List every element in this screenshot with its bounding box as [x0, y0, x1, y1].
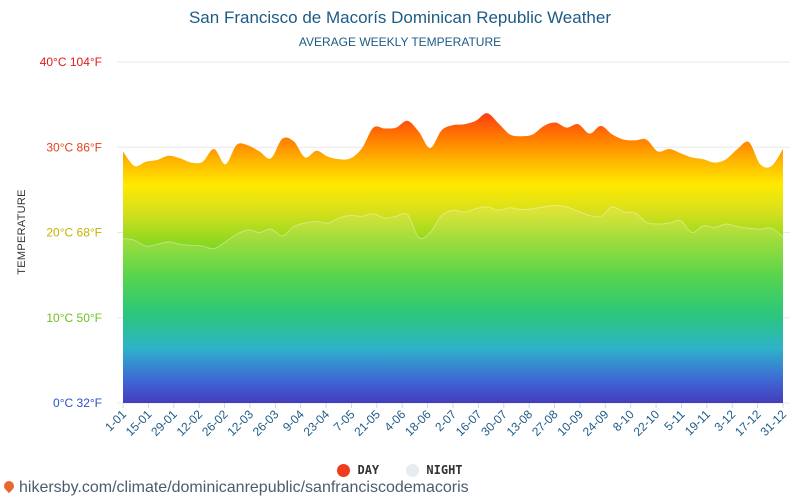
x-tick-label: 31-12 — [758, 407, 790, 439]
chart-subtitle: AVERAGE WEEKLY TEMPERATURE — [298, 35, 502, 49]
x-tick-label: 15-01 — [123, 407, 155, 439]
x-tick-label: 12-02 — [174, 407, 206, 439]
x-tick-label: 13-08 — [504, 407, 536, 439]
legend-item-night[interactable]: NIGHT — [406, 463, 463, 477]
x-tick-label: 23-04 — [301, 407, 333, 439]
night-dot-icon — [406, 463, 420, 477]
x-tick-label: 29-01 — [148, 407, 180, 439]
x-tick-label: 24-09 — [580, 407, 612, 439]
x-tick-label: 16-07 — [453, 407, 485, 439]
y-tick-label: 10°C 50°F — [46, 311, 102, 325]
y-axis-label: TEMPERATURE — [16, 189, 28, 275]
legend-night-label: NIGHT — [426, 463, 463, 477]
legend-day-label: DAY — [357, 463, 380, 477]
chart-title: San Francisco de Macorís Dominican Repub… — [188, 8, 612, 27]
x-tick-label: 27-08 — [529, 407, 561, 439]
x-axis-ticks: 1-0115-0129-0112-0226-0212-0326-039-0423… — [102, 403, 789, 439]
x-tick-label: 26-02 — [199, 407, 231, 439]
source-url: hikersby.com/climate/dominicanrepublic/s… — [19, 479, 469, 496]
legend-item-day[interactable]: DAY — [337, 463, 379, 477]
location-pin-icon — [1, 478, 17, 494]
day-dot-icon — [337, 463, 351, 477]
y-tick-label: 40°C 104°F — [40, 55, 102, 69]
day-series-area — [123, 113, 783, 403]
x-tick-label: 26-03 — [250, 407, 282, 439]
night-series-line — [122, 204, 784, 250]
x-tick-label: 21-05 — [351, 407, 383, 439]
x-tick-label: 12-03 — [224, 407, 256, 439]
y-axis-ticks: 0°C 32°F 10°C 50°F 20°C 68°F 30°C 86°F 40°C … — [40, 55, 102, 410]
x-tick-label: 22-10 — [631, 407, 663, 439]
x-tick-label: 10-09 — [554, 407, 586, 439]
source-link[interactable]: hikersby.com/climate/dominicanrepublic/s… — [1, 478, 469, 497]
y-tick-label: 20°C 68°F — [46, 226, 102, 240]
legend: DAY NIGHT — [0, 463, 800, 480]
y-tick-label: 30°C 86°F — [46, 140, 102, 154]
x-tick-label: 17-12 — [732, 407, 764, 439]
y-tick-label: 0°C 32°F — [53, 396, 102, 410]
night-series-area — [123, 205, 783, 403]
x-tick-label: 18-06 — [402, 407, 434, 439]
x-tick-label: 30-07 — [478, 407, 510, 439]
x-tick-label: 19-11 — [682, 407, 713, 438]
